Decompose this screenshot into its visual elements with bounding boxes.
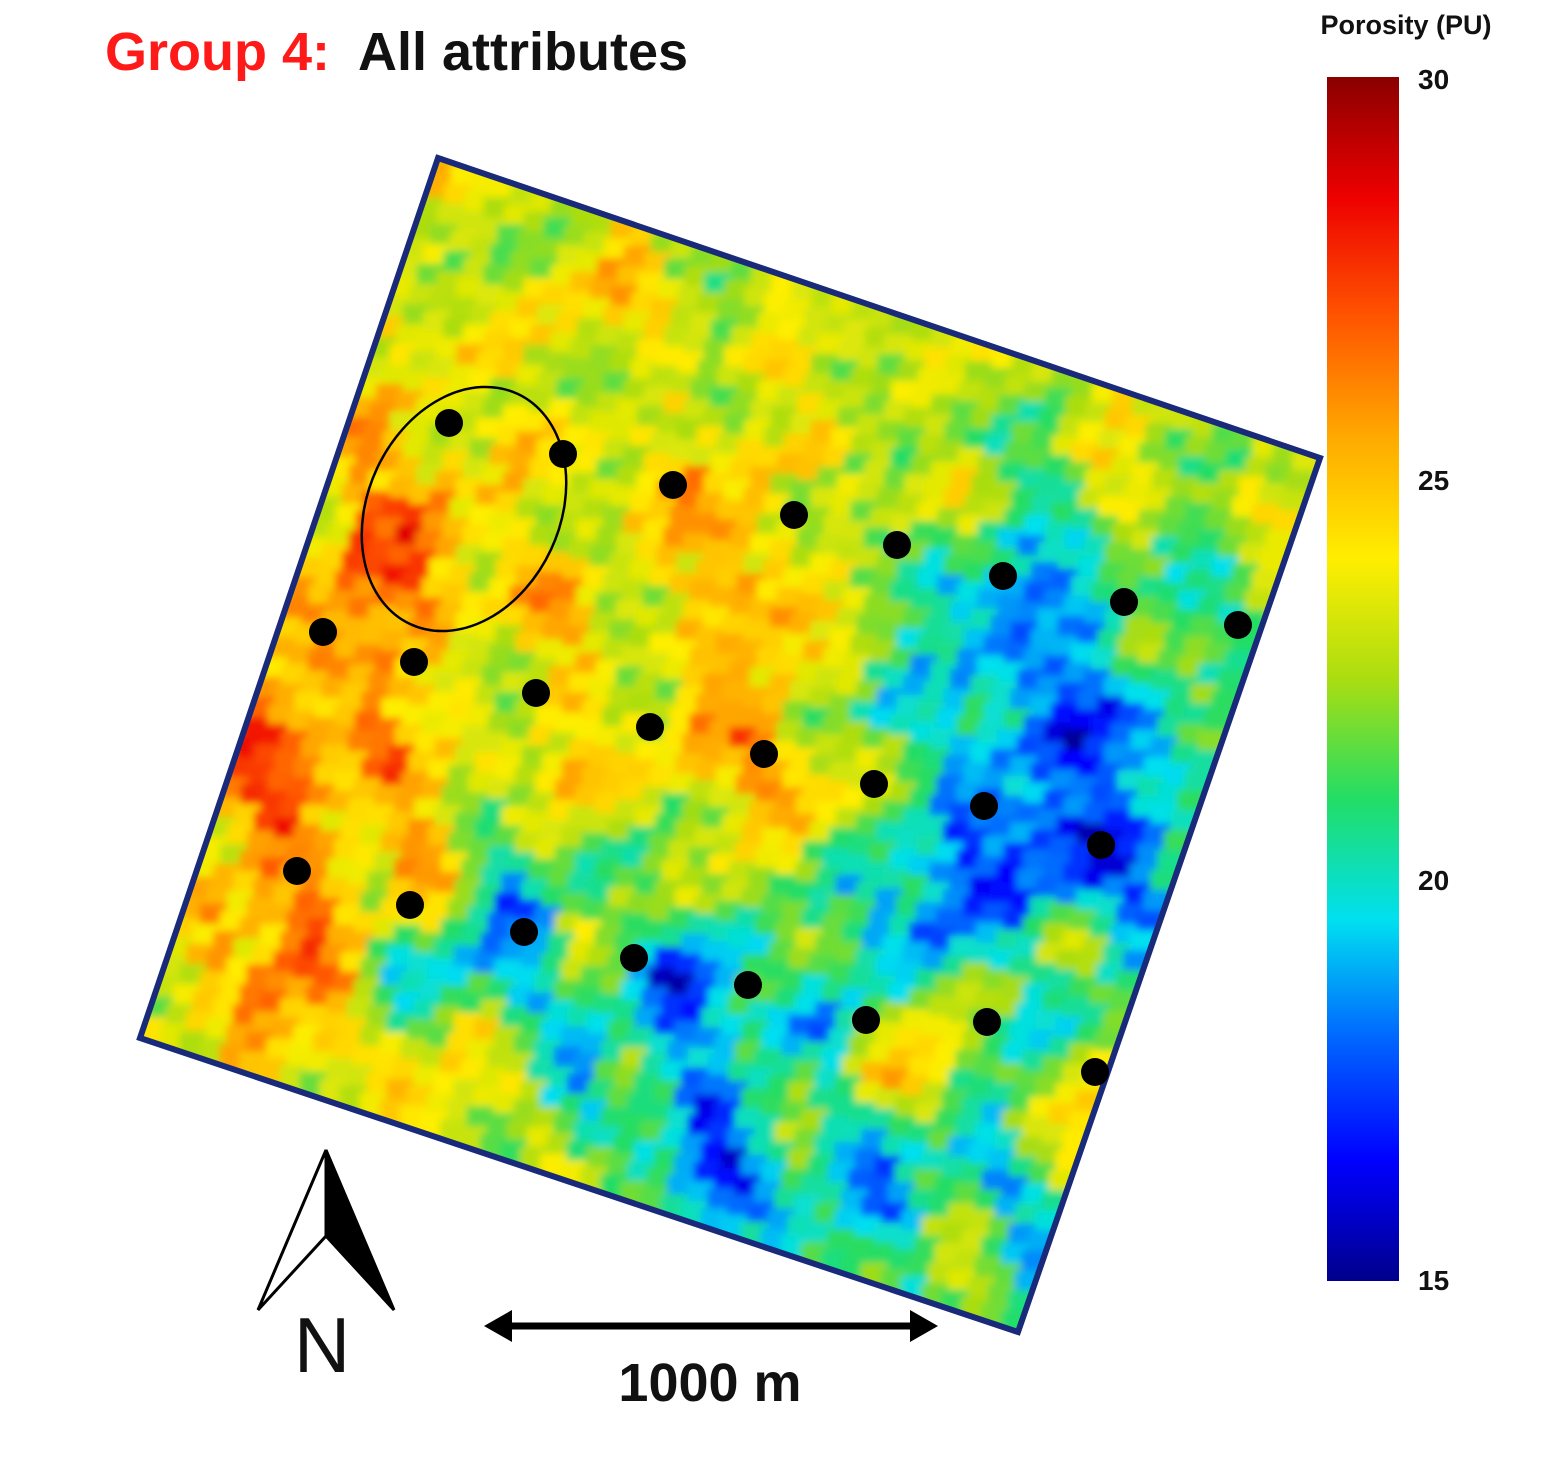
porosity-field-cells (140, 158, 1320, 1332)
figure-title: Group 4: All attributes (105, 20, 688, 84)
colorbar-tick-15: 15 (1418, 1265, 1450, 1296)
well-marker-7 (1110, 588, 1138, 616)
scale-bar (484, 1310, 938, 1342)
well-marker-14 (860, 770, 888, 798)
title-group-label: Group 4: (105, 22, 330, 82)
well-marker-3 (659, 471, 687, 499)
well-marker-16 (1087, 831, 1115, 859)
well-marker-10 (400, 648, 428, 676)
well-marker-9 (309, 618, 337, 646)
well-marker-1 (435, 409, 463, 437)
well-marker-24 (1081, 1058, 1109, 1086)
well-marker-23 (973, 1008, 1001, 1036)
colorbar-tick-20: 20 (1418, 865, 1450, 896)
well-marker-8 (1224, 611, 1252, 639)
well-marker-4 (780, 501, 808, 529)
well-marker-17 (283, 857, 311, 885)
well-marker-21 (734, 971, 762, 999)
well-marker-11 (522, 679, 550, 707)
well-marker-22 (852, 1006, 880, 1034)
colorbar-tick-30: 30 (1418, 64, 1450, 95)
well-marker-12 (636, 713, 664, 741)
colorbar (1327, 77, 1399, 1281)
colorbar-title: Porosity (PU) (1320, 10, 1492, 40)
well-marker-15 (970, 792, 998, 820)
well-marker-18 (396, 891, 424, 919)
well-marker-6 (989, 562, 1017, 590)
well-marker-5 (883, 531, 911, 559)
well-marker-2 (549, 440, 577, 468)
wells-layer (283, 409, 1252, 1086)
well-marker-13 (750, 740, 778, 768)
highlight-ellipse (360, 385, 568, 633)
well-marker-19 (510, 918, 538, 946)
survey-outline (136, 154, 1324, 1336)
porosity-map (140, 158, 1320, 1332)
title-subtitle: All attributes (358, 22, 689, 82)
north-label: N (293, 1301, 351, 1389)
colorbar-tick-25: 25 (1418, 465, 1450, 496)
north-arrow-icon (256, 1149, 396, 1312)
well-marker-20 (620, 944, 648, 972)
scale-bar-label: 1000 m (618, 1353, 802, 1413)
